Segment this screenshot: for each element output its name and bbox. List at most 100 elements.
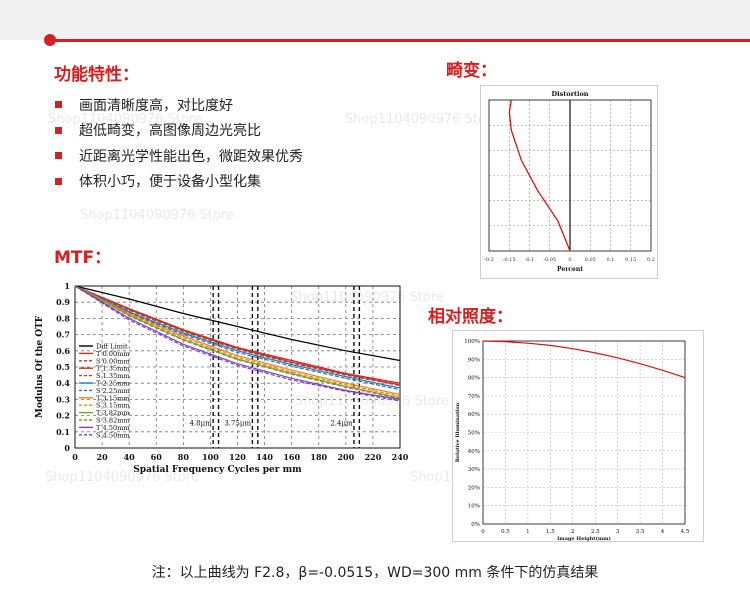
y-tick-label: 30% [468, 467, 480, 473]
mtf-series-line [74, 285, 401, 391]
y-tick-label: 1 [64, 281, 70, 291]
x-tick-label: -0.1 [525, 257, 535, 263]
x-axis-label: Percent [557, 266, 583, 273]
x-tick-label: 240 [392, 452, 409, 462]
feature-text: 体积小巧，便于设备小型化集 [79, 174, 261, 191]
mtf-series-line [74, 285, 401, 397]
y-tick-label: 0.3 [56, 394, 70, 404]
y-tick-label: 100% [464, 339, 480, 345]
y-tick-label: 0.2 [56, 411, 70, 421]
top-bar [0, 0, 750, 40]
distortion-curve [508, 99, 571, 252]
distortion-title: 畸变： [446, 61, 497, 81]
x-tick-label: 100 [202, 452, 219, 462]
x-tick-label: 4 [661, 529, 665, 535]
legend-label: T 4.50mm [96, 424, 130, 432]
y-tick-label: 20% [468, 485, 480, 491]
annotation-label: 3.75μm [224, 419, 251, 427]
y-tick-label: 0.6 [56, 346, 70, 356]
x-tick-label: 0 [481, 529, 485, 535]
y-tick-label: 10% [468, 504, 480, 510]
y-tick-label: 0.5 [56, 362, 70, 372]
mtf-chart: 0 20 40 60 80 100 120 140 160 180 200 220 240 0 0.1 0.2… [35, 281, 409, 475]
feature-item: 近距离光学性能出色，微距效果优秀 [55, 143, 303, 169]
plot-frame [74, 285, 401, 449]
bullet-icon [55, 152, 62, 160]
features-list: 画面清晰度高，对比度好 超低畸变，高图像周边光亮比 近距离光学性能出色，微距效果… [55, 92, 303, 194]
chart-title: Distortion [551, 90, 588, 98]
legend-label: S 3.15mm [96, 402, 131, 410]
y-tick-label: 80% [468, 376, 480, 382]
mtf-series-line [74, 285, 401, 362]
x-tick-label: -0.15 [503, 257, 516, 263]
mtf-series-line [74, 285, 401, 400]
x-tick-label: 3 [616, 529, 620, 535]
y-tick-label: 60% [468, 412, 480, 418]
y-tick-label: 0 [64, 443, 70, 453]
watermark: Shop1104090976 Store [80, 208, 234, 223]
illumination-panel: 0 0.5 1 1.5 2 2.5 3 3.5 4 4.5 0% 10% 20% 30% 40% 50% 60%… [452, 330, 704, 542]
legend-label: T 3.15mm [96, 394, 130, 402]
feature-text: 画面清晰度高，对比度好 [79, 97, 233, 114]
feature-item: 体积小巧，便于设备小型化集 [55, 169, 303, 195]
mtf-series-line [74, 285, 401, 389]
x-tick-label: 0.2 [647, 257, 655, 263]
illumination-curve [482, 340, 686, 379]
header-divider [52, 39, 750, 42]
x-axis-label: Spatial Frequency Cycles per mm [133, 465, 302, 475]
legend-label: S 4.50mm [96, 431, 131, 439]
watermark: Shop1104090976 Store [48, 112, 202, 127]
x-tick-label: 220 [365, 452, 382, 462]
x-tick-label: 2.5 [591, 529, 600, 535]
x-tick-label: 0.5 [501, 529, 510, 535]
legend-label: T 1.35mm [96, 365, 130, 373]
legend-label: S 2.25mm [96, 387, 131, 395]
y-axis-label: Modulus Of the OTF [35, 315, 45, 418]
x-tick-label: 60 [151, 452, 163, 462]
y-axis-label: Relative Illumination [455, 402, 461, 462]
distortion-panel: Distortion -0.2 -0.15 -0.1 -0.05 0 0.05 0.1 0.15… [480, 85, 658, 279]
mtf-series-line [74, 285, 401, 387]
watermark: Shop1104090976 Store [45, 470, 199, 485]
legend-label: T 3.82mm [96, 409, 130, 417]
x-tick-label: 2 [571, 529, 575, 535]
x-tick-label: 0.05 [585, 257, 596, 263]
bullet-icon [55, 126, 62, 134]
watermark: Shop1104090976 Store [345, 112, 499, 127]
mtf-series-line [74, 285, 401, 400]
feature-text: 超低畸变，高图像周边光亮比 [79, 123, 261, 140]
bullet-icon [55, 101, 62, 109]
x-tick-label: 3.5 [636, 529, 645, 535]
legend-label: T 2.25mm [96, 380, 130, 388]
x-tick-label: 80 [178, 452, 190, 462]
feature-text: 近距离光学性能出色，微距效果优秀 [79, 148, 303, 165]
simulation-note: 注：以上曲线为 F2.8，β=-0.0515，WD=300 mm 条件下的仿真结… [151, 565, 599, 581]
x-tick-label: 20 [97, 452, 109, 462]
mtf-series-line [74, 285, 401, 399]
mtf-series-line [74, 285, 401, 386]
x-tick-label: 140 [256, 452, 273, 462]
x-tick-label: 160 [283, 452, 300, 462]
x-tick-label: 180 [310, 452, 327, 462]
annotation-label: 2.4μm [330, 419, 353, 427]
legend-label: T 0.00mm [96, 350, 130, 358]
plot-frame [482, 340, 686, 525]
y-tick-label: 0.8 [56, 313, 70, 323]
x-tick-label: 40 [124, 452, 136, 462]
illumination-title: 相对照度： [428, 307, 513, 327]
feature-item: 超低畸变，高图像周边光亮比 [55, 118, 303, 144]
y-tick-label: 50% [468, 431, 480, 437]
y-tick-label: 0.4 [56, 378, 70, 388]
annotation-label: 4.8μm [190, 419, 213, 427]
legend-label: S 1.35mm [96, 372, 131, 380]
y-tick-label: 40% [468, 449, 480, 455]
x-tick-label: -0.05 [543, 257, 556, 263]
x-tick-label: 1.5 [546, 529, 555, 535]
x-tick-label: 1 [526, 529, 530, 535]
legend-label: S 0.00mm [96, 357, 131, 365]
x-tick-label: 0.15 [625, 257, 636, 263]
illumination-chart: 0 0.5 1 1.5 2 2.5 3 3.5 4 4.5 0% 10% 20% 30% 40% 50% 60%… [455, 339, 690, 542]
y-tick-label: 90% [468, 357, 480, 363]
x-tick-label: 200 [337, 452, 354, 462]
y-tick-label: 0.9 [56, 297, 70, 307]
